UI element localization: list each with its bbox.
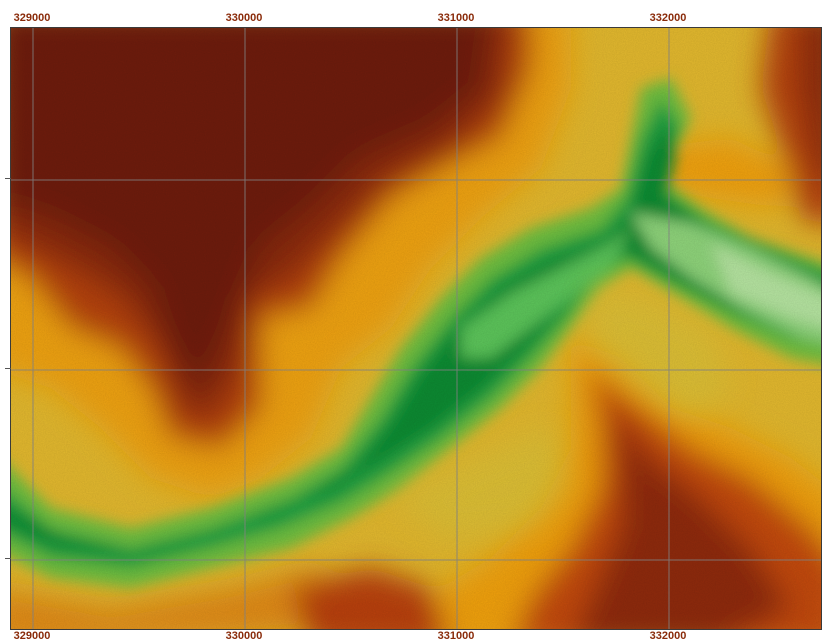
x-tick-bottom-332000: 332000 — [649, 630, 687, 642]
y-tick-mark-3 — [5, 558, 11, 559]
x-tick-top-330000: 330000 — [225, 12, 263, 24]
x-tick-top-332000: 332000 — [649, 12, 687, 24]
elevation-raster[interactable] — [10, 27, 822, 630]
x-tick-bottom-329000: 329000 — [13, 630, 51, 642]
coordinate-grid — [11, 28, 821, 629]
raster-texture — [11, 28, 821, 629]
elevation-raster-svg — [11, 28, 821, 629]
x-tick-bottom-330000: 330000 — [225, 630, 263, 642]
y-tick-mark-1 — [5, 178, 11, 179]
y-tick-mark-2 — [5, 368, 11, 369]
x-tick-bottom-331000: 331000 — [437, 630, 475, 642]
x-tick-top-331000: 331000 — [437, 12, 475, 24]
x-tick-top-329000: 329000 — [13, 12, 51, 24]
